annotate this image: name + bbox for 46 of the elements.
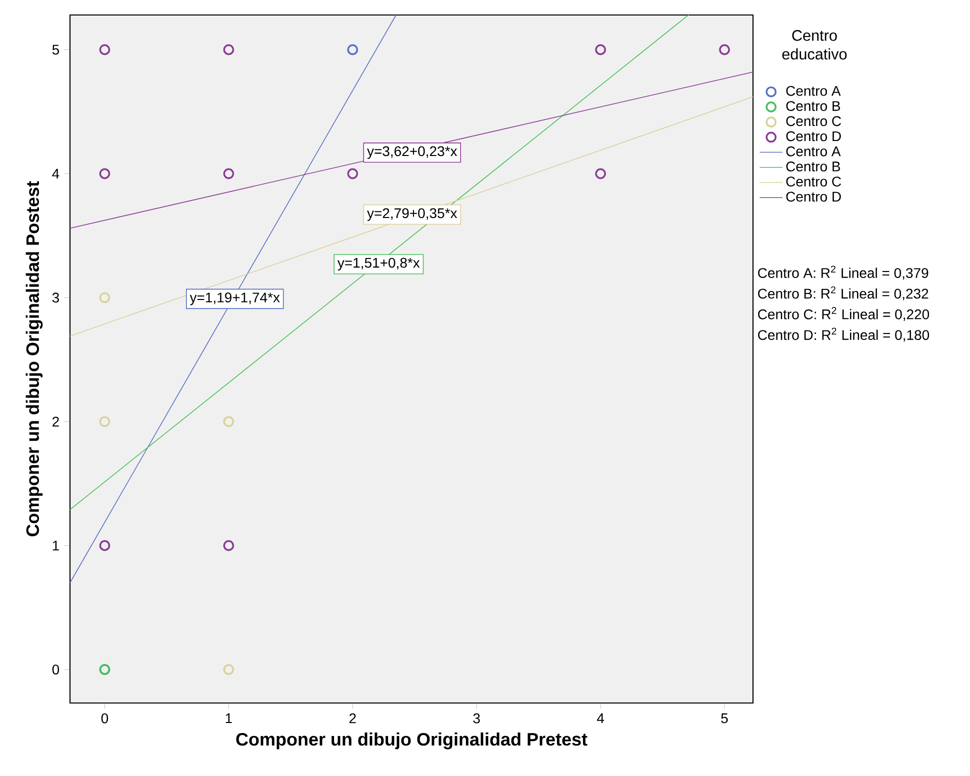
legend-title: Centro educativo [782, 30, 847, 60]
legend-label: Centro B [786, 101, 840, 111]
x-tick-label: 3 [473, 713, 480, 724]
point [347, 44, 358, 56]
y-axis-title: Componer un dibujo Originalidad Postest [26, 181, 43, 536]
text: Centro D: R$^{2}$ Lineal = 0,180 [758, 328, 930, 342]
y-tick-label: 1 [52, 540, 59, 550]
point [719, 44, 730, 56]
x-tick-label: 0 [101, 713, 108, 724]
y-tick-label: 0 [52, 664, 60, 674]
x-tick-label: 2 [349, 713, 356, 724]
point [223, 664, 234, 675]
point [99, 168, 110, 180]
legend-label: Centro B [786, 162, 840, 172]
legend-label: Centro C [786, 176, 842, 187]
point [595, 168, 606, 180]
point [223, 540, 234, 551]
annotation: y=3,62+0,23*x [367, 146, 458, 159]
annotation: y=1,19+1,74*x [190, 292, 280, 306]
text: Centro A: R$^{2}$ Lineal = 0,379 [758, 266, 928, 280]
x-tick-label: 5 [721, 713, 728, 724]
legend-label: Centro A [786, 86, 841, 96]
point [99, 540, 110, 551]
annotation: y=1,51+0,8*x [337, 258, 420, 271]
point [99, 292, 110, 304]
y-tick-label: 5 [52, 44, 60, 55]
y-tick-label: 3 [52, 292, 59, 303]
point [99, 44, 110, 56]
point [223, 416, 234, 427]
point [595, 44, 606, 56]
x-tick-label: 1 [226, 713, 232, 724]
annotation: y=2,79+0,35*x [367, 208, 458, 221]
legend-label: Centro D [786, 192, 841, 202]
y-tick-label: 4 [52, 168, 60, 178]
x-axis-title: Componer un dibujo Originalidad Pretest [236, 732, 588, 750]
legend-label: Centro D [786, 131, 841, 142]
point [99, 416, 110, 427]
legend-label: Centro A [786, 146, 841, 156]
point [347, 168, 358, 180]
y-tick-label: 2 [52, 416, 59, 426]
text: Centro C: R$^{2}$ Lineal = 0,220 [758, 307, 930, 321]
point [223, 44, 234, 56]
point [223, 168, 234, 180]
x-tick-label: 4 [596, 713, 604, 724]
text: Centro B: R$^{2}$ Lineal = 0,232 [758, 286, 928, 300]
legend-label: Centro C [786, 116, 842, 126]
